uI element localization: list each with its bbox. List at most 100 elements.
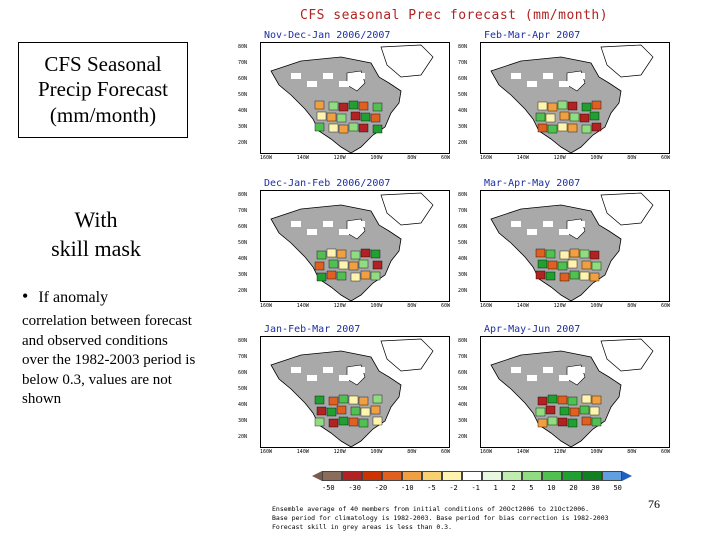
latitude-label: 50N bbox=[458, 386, 468, 392]
unmasked-cell bbox=[511, 367, 521, 373]
latitude-label: 80N bbox=[238, 192, 248, 198]
unmasked-cell bbox=[511, 221, 521, 227]
forecast-cell bbox=[336, 249, 347, 259]
forecast-cell bbox=[326, 112, 337, 122]
longitude-label: 60W bbox=[660, 155, 670, 161]
unmasked-cell bbox=[339, 375, 349, 381]
latitude-label: 30N bbox=[458, 272, 468, 278]
forecast-cell bbox=[567, 123, 578, 133]
with-mask-line: With bbox=[74, 207, 118, 232]
forecast-cell bbox=[360, 248, 371, 258]
longitude-label: 120W bbox=[553, 155, 566, 161]
note-line: Forecast skill in grey areas is less tha… bbox=[272, 523, 453, 531]
colorbar-cell bbox=[322, 471, 342, 481]
bullet-body-text: correlation between forecast and observe… bbox=[22, 313, 196, 407]
forecast-cell bbox=[350, 406, 361, 416]
panel-label: Feb-Mar-Apr 2007 bbox=[482, 30, 583, 41]
forecast-cell bbox=[370, 113, 381, 123]
forecast-cell bbox=[559, 272, 570, 282]
colorbar-cell bbox=[362, 471, 382, 481]
forecast-cell bbox=[537, 123, 548, 133]
forecast-cell bbox=[567, 259, 578, 269]
bullet-heading-text: If anomaly bbox=[38, 289, 109, 306]
forecast-cell bbox=[360, 407, 371, 417]
longitude-label: 160W bbox=[480, 155, 493, 161]
colorbar-cell bbox=[602, 471, 622, 481]
longitude-label: 140W bbox=[296, 303, 309, 309]
forecast-cell bbox=[589, 111, 600, 121]
longitude-label: 120W bbox=[553, 449, 566, 455]
latitude-label: 40N bbox=[458, 402, 468, 408]
longitude-label: 80W bbox=[407, 449, 417, 455]
forecast-cell bbox=[350, 272, 361, 282]
forecast-cell bbox=[314, 261, 325, 271]
unmasked-cell bbox=[559, 229, 569, 235]
panel-label: Nov-Dec-Jan 2006/2007 bbox=[262, 30, 393, 41]
forecast-cell bbox=[338, 260, 349, 270]
forecast-cell bbox=[328, 123, 339, 133]
longitude-label: 140W bbox=[296, 155, 309, 161]
unmasked-cell bbox=[339, 229, 349, 235]
colorbar-label: -50 bbox=[322, 484, 335, 492]
forecast-cell bbox=[535, 112, 546, 122]
latitude-label: 70N bbox=[238, 354, 248, 360]
latitude-label: 40N bbox=[238, 256, 248, 262]
forecast-cell bbox=[591, 417, 602, 427]
forecast-cell bbox=[579, 271, 590, 281]
latitude-label: 60N bbox=[458, 370, 468, 376]
longitude-label: 100W bbox=[370, 303, 383, 309]
map-frame bbox=[260, 336, 450, 448]
with-skill-mask-text: With skill mask bbox=[36, 206, 156, 263]
latitude-label: 60N bbox=[238, 76, 248, 82]
forecast-cell bbox=[579, 405, 590, 415]
forecast-cell bbox=[569, 407, 580, 417]
colorbar-cell bbox=[342, 471, 362, 481]
forecast-cell bbox=[326, 407, 337, 417]
panel-label: Dec-Jan-Feb 2006/2007 bbox=[262, 178, 393, 189]
unmasked-cell bbox=[291, 367, 301, 373]
forecast-cell bbox=[581, 416, 592, 426]
colorbar-cell bbox=[482, 471, 502, 481]
map-panel: 80N 70N 60N 50N 40N 30N 20N Apr-May-Jun 2007 160… bbox=[458, 324, 678, 464]
longitude-label: 140W bbox=[516, 155, 529, 161]
longitude-label: 160W bbox=[260, 449, 273, 455]
slide-title-line: Precip Forecast bbox=[37, 77, 169, 102]
map-frame bbox=[480, 190, 670, 302]
forecast-cell bbox=[328, 418, 339, 428]
map-frame bbox=[260, 42, 450, 154]
forecast-cell bbox=[547, 394, 558, 404]
continent-shape bbox=[490, 204, 622, 301]
forecast-cell bbox=[557, 261, 568, 271]
unmasked-cell bbox=[543, 73, 553, 79]
latitude-label: 20N bbox=[458, 140, 468, 146]
forecast-cell bbox=[547, 416, 558, 426]
longitude-label: 100W bbox=[370, 449, 383, 455]
map-frame bbox=[480, 42, 670, 154]
north-america-map bbox=[270, 192, 434, 301]
forecast-cell bbox=[567, 396, 578, 406]
greenland-shape bbox=[380, 44, 434, 78]
forecast-cell bbox=[372, 416, 383, 426]
latitude-label: 60N bbox=[238, 224, 248, 230]
map-panel: 80N 70N 60N 50N 40N 30N 20N Mar-Apr-May 2007 160… bbox=[458, 178, 678, 318]
forecast-cell bbox=[350, 111, 361, 121]
unmasked-cell bbox=[355, 73, 365, 79]
forecast-cell bbox=[567, 101, 578, 111]
colorbar-cell bbox=[462, 471, 482, 481]
forecast-cell bbox=[581, 260, 592, 270]
colorbar-left-tip bbox=[312, 471, 322, 481]
unmasked-cell bbox=[575, 221, 585, 227]
forecast-cell bbox=[581, 102, 592, 112]
panel-label: Apr-May-Jun 2007 bbox=[482, 324, 583, 335]
slide-title-line: CFS Seasonal bbox=[44, 52, 162, 77]
forecast-cell bbox=[589, 250, 600, 260]
bullet-dot-icon: • bbox=[22, 286, 29, 306]
note-line: Ensemble average of 40 members from init… bbox=[272, 505, 589, 513]
latitude-label: 40N bbox=[458, 108, 468, 114]
colorbar-cells bbox=[322, 471, 622, 481]
forecast-cell bbox=[338, 394, 349, 404]
forecast-cell bbox=[348, 100, 359, 110]
greenland-shape bbox=[600, 192, 654, 226]
unmasked-cell bbox=[543, 221, 553, 227]
longitude-label: 60W bbox=[440, 155, 450, 161]
